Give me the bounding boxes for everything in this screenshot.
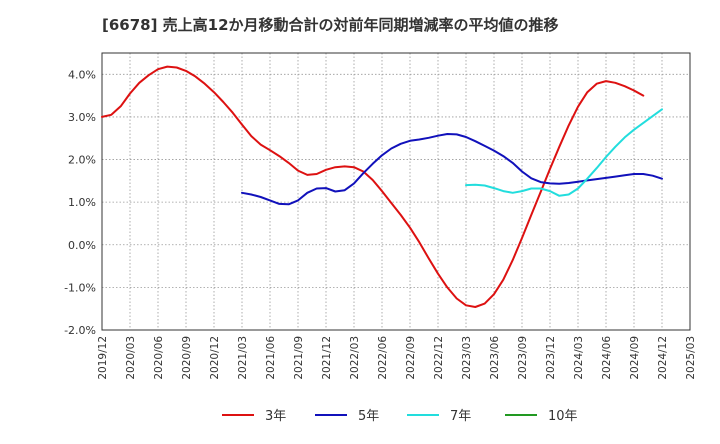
x-tick-label: 2021/09 bbox=[293, 336, 305, 380]
y-tick-label: 0.0% bbox=[68, 239, 96, 252]
legend-label-3: 7年 bbox=[450, 409, 471, 424]
x-tick-label: 2021/12 bbox=[321, 336, 333, 380]
x-tick-label: 2021/03 bbox=[237, 336, 249, 380]
chart-title: [6678] 売上高12か月移動合計の対前年同期増減率の平均値の推移 bbox=[102, 16, 559, 34]
x-tick-label: 2020/09 bbox=[181, 336, 193, 380]
x-tick-label: 2020/03 bbox=[125, 336, 137, 380]
x-tick-label: 2019/12 bbox=[97, 336, 109, 380]
x-tick-label: 2020/06 bbox=[153, 336, 165, 380]
y-tick-label: 2.0% bbox=[68, 154, 96, 167]
x-tick-label: 2022/09 bbox=[405, 336, 417, 380]
plot-area bbox=[102, 53, 690, 330]
x-tick-label: 2023/12 bbox=[545, 336, 557, 380]
series-line-1 bbox=[101, 65, 645, 308]
y-tick-label: 4.0% bbox=[68, 68, 96, 81]
x-tick-label: 2022/12 bbox=[433, 336, 445, 380]
x-tick-label: 2021/06 bbox=[265, 336, 277, 380]
x-tick-label: 2020/12 bbox=[209, 336, 221, 380]
x-tick-label: 2024/03 bbox=[573, 336, 585, 380]
legend-label-2: 5年 bbox=[358, 409, 379, 424]
series-line-2 bbox=[241, 133, 663, 206]
x-tick-label: 2024/12 bbox=[657, 336, 669, 380]
x-tick-label: 2022/03 bbox=[349, 336, 361, 380]
legend-label-4: 10年 bbox=[548, 409, 578, 424]
x-tick-label: 2023/09 bbox=[517, 336, 529, 380]
x-tick-label: 2024/09 bbox=[629, 336, 641, 380]
y-tick-label: -2.0% bbox=[64, 324, 96, 337]
x-tick-label: 2025/03 bbox=[685, 336, 697, 380]
legend-label-1: 3年 bbox=[265, 409, 286, 424]
y-tick-label: 1.0% bbox=[68, 196, 96, 209]
y-tick-label: 3.0% bbox=[68, 111, 96, 124]
x-tick-label: 2022/06 bbox=[377, 336, 389, 380]
x-tick-label: 2024/06 bbox=[601, 336, 613, 380]
plot-frame bbox=[101, 52, 691, 331]
series-line-3 bbox=[465, 108, 663, 197]
y-tick-label: -1.0% bbox=[64, 281, 96, 294]
x-tick-label: 2023/03 bbox=[461, 336, 473, 380]
x-tick-label: 2023/06 bbox=[489, 336, 501, 380]
